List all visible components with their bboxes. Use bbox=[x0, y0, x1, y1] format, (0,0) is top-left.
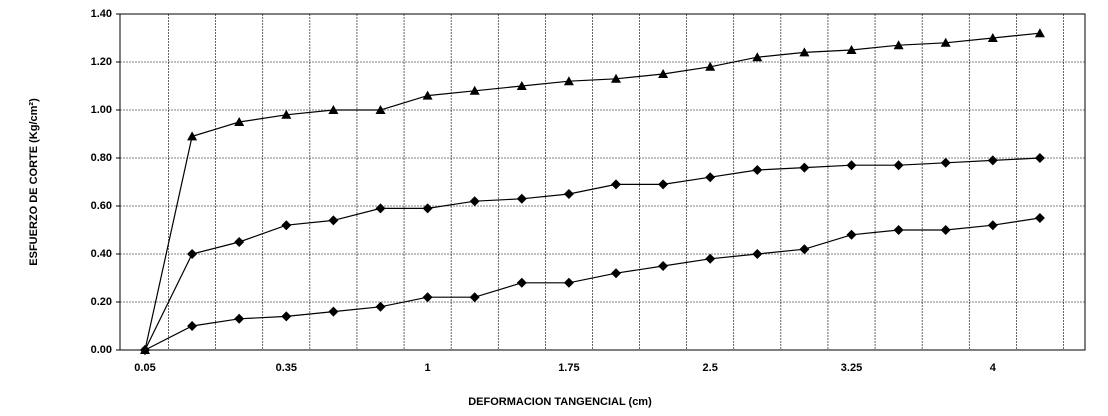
data-point bbox=[846, 160, 857, 171]
data-point bbox=[893, 225, 904, 235]
x-tick-label: 1 bbox=[425, 362, 431, 374]
y-tick-label: 1.00 bbox=[91, 104, 112, 116]
y-tick-label: 1.40 bbox=[91, 8, 112, 20]
data-point bbox=[752, 249, 763, 259]
data-point bbox=[705, 61, 716, 71]
data-point bbox=[422, 203, 433, 214]
data-point bbox=[281, 109, 292, 119]
data-point bbox=[705, 253, 716, 264]
x-tick-label: 0.05 bbox=[134, 362, 155, 374]
plot-frame bbox=[119, 13, 1086, 351]
data-point bbox=[893, 40, 904, 50]
data-point bbox=[799, 244, 810, 255]
x-tick-label: 0.35 bbox=[276, 362, 297, 374]
data-point bbox=[328, 306, 339, 317]
data-point bbox=[328, 215, 339, 226]
x-axis-title: DEFORMACION TANGENCIAL (cm) bbox=[468, 396, 652, 408]
series-line bbox=[144, 157, 1040, 351]
data-point bbox=[1034, 213, 1045, 223]
data-point bbox=[469, 85, 480, 95]
data-point bbox=[469, 292, 480, 303]
data-point bbox=[1034, 153, 1045, 163]
data-point bbox=[563, 277, 574, 288]
y-tick-label: 0.60 bbox=[91, 200, 112, 212]
data-point bbox=[234, 237, 245, 247]
y-tick-label: 0.40 bbox=[91, 248, 112, 260]
data-point bbox=[516, 193, 527, 204]
data-point bbox=[375, 301, 386, 312]
data-point bbox=[987, 220, 998, 231]
data-point bbox=[752, 165, 763, 175]
data-point bbox=[375, 105, 386, 114]
data-point bbox=[987, 155, 998, 166]
data-point bbox=[469, 196, 480, 207]
data-point bbox=[422, 90, 433, 100]
data-point bbox=[893, 160, 904, 171]
data-point bbox=[611, 268, 621, 279]
data-point bbox=[940, 37, 951, 47]
series-line bbox=[144, 217, 1040, 351]
data-point bbox=[516, 277, 527, 288]
y-tick-label: 0.00 bbox=[91, 344, 112, 356]
data-point bbox=[422, 292, 433, 303]
data-point bbox=[940, 225, 951, 235]
y-tick-label: 0.80 bbox=[91, 152, 112, 164]
data-point bbox=[799, 162, 810, 173]
data-point bbox=[281, 311, 292, 322]
data-point bbox=[940, 157, 951, 168]
data-point bbox=[187, 249, 198, 259]
data-point bbox=[563, 76, 574, 86]
data-point bbox=[799, 47, 810, 57]
data-point bbox=[658, 261, 669, 271]
x-tick-label: 4 bbox=[990, 362, 997, 374]
data-point bbox=[1034, 28, 1045, 38]
data-point bbox=[658, 69, 669, 78]
data-point bbox=[611, 179, 621, 190]
x-tick-label: 2.5 bbox=[703, 362, 718, 374]
y-axis-title: ESFUERZO DE CORTE (Kg/cm²) bbox=[28, 98, 40, 266]
data-point bbox=[328, 105, 339, 114]
data-point bbox=[987, 33, 998, 42]
data-point bbox=[187, 321, 198, 331]
data-point bbox=[516, 81, 527, 90]
data-point bbox=[563, 189, 574, 199]
data-point bbox=[187, 131, 198, 141]
x-tick-label: 1.75 bbox=[558, 362, 579, 374]
x-tick-label: 3.25 bbox=[841, 362, 862, 374]
data-point bbox=[375, 203, 386, 214]
data-point bbox=[140, 345, 150, 355]
data-point bbox=[846, 229, 857, 240]
data-point bbox=[752, 52, 763, 62]
y-tick-label: 1.20 bbox=[91, 56, 112, 68]
data-point bbox=[611, 73, 621, 83]
data-point bbox=[281, 220, 292, 231]
data-point bbox=[658, 179, 669, 190]
data-point bbox=[234, 117, 245, 126]
series-line bbox=[144, 32, 1040, 351]
data-point bbox=[705, 172, 716, 183]
y-tick-label: 0.20 bbox=[91, 296, 112, 308]
data-point bbox=[234, 313, 245, 324]
data-point bbox=[846, 45, 857, 54]
